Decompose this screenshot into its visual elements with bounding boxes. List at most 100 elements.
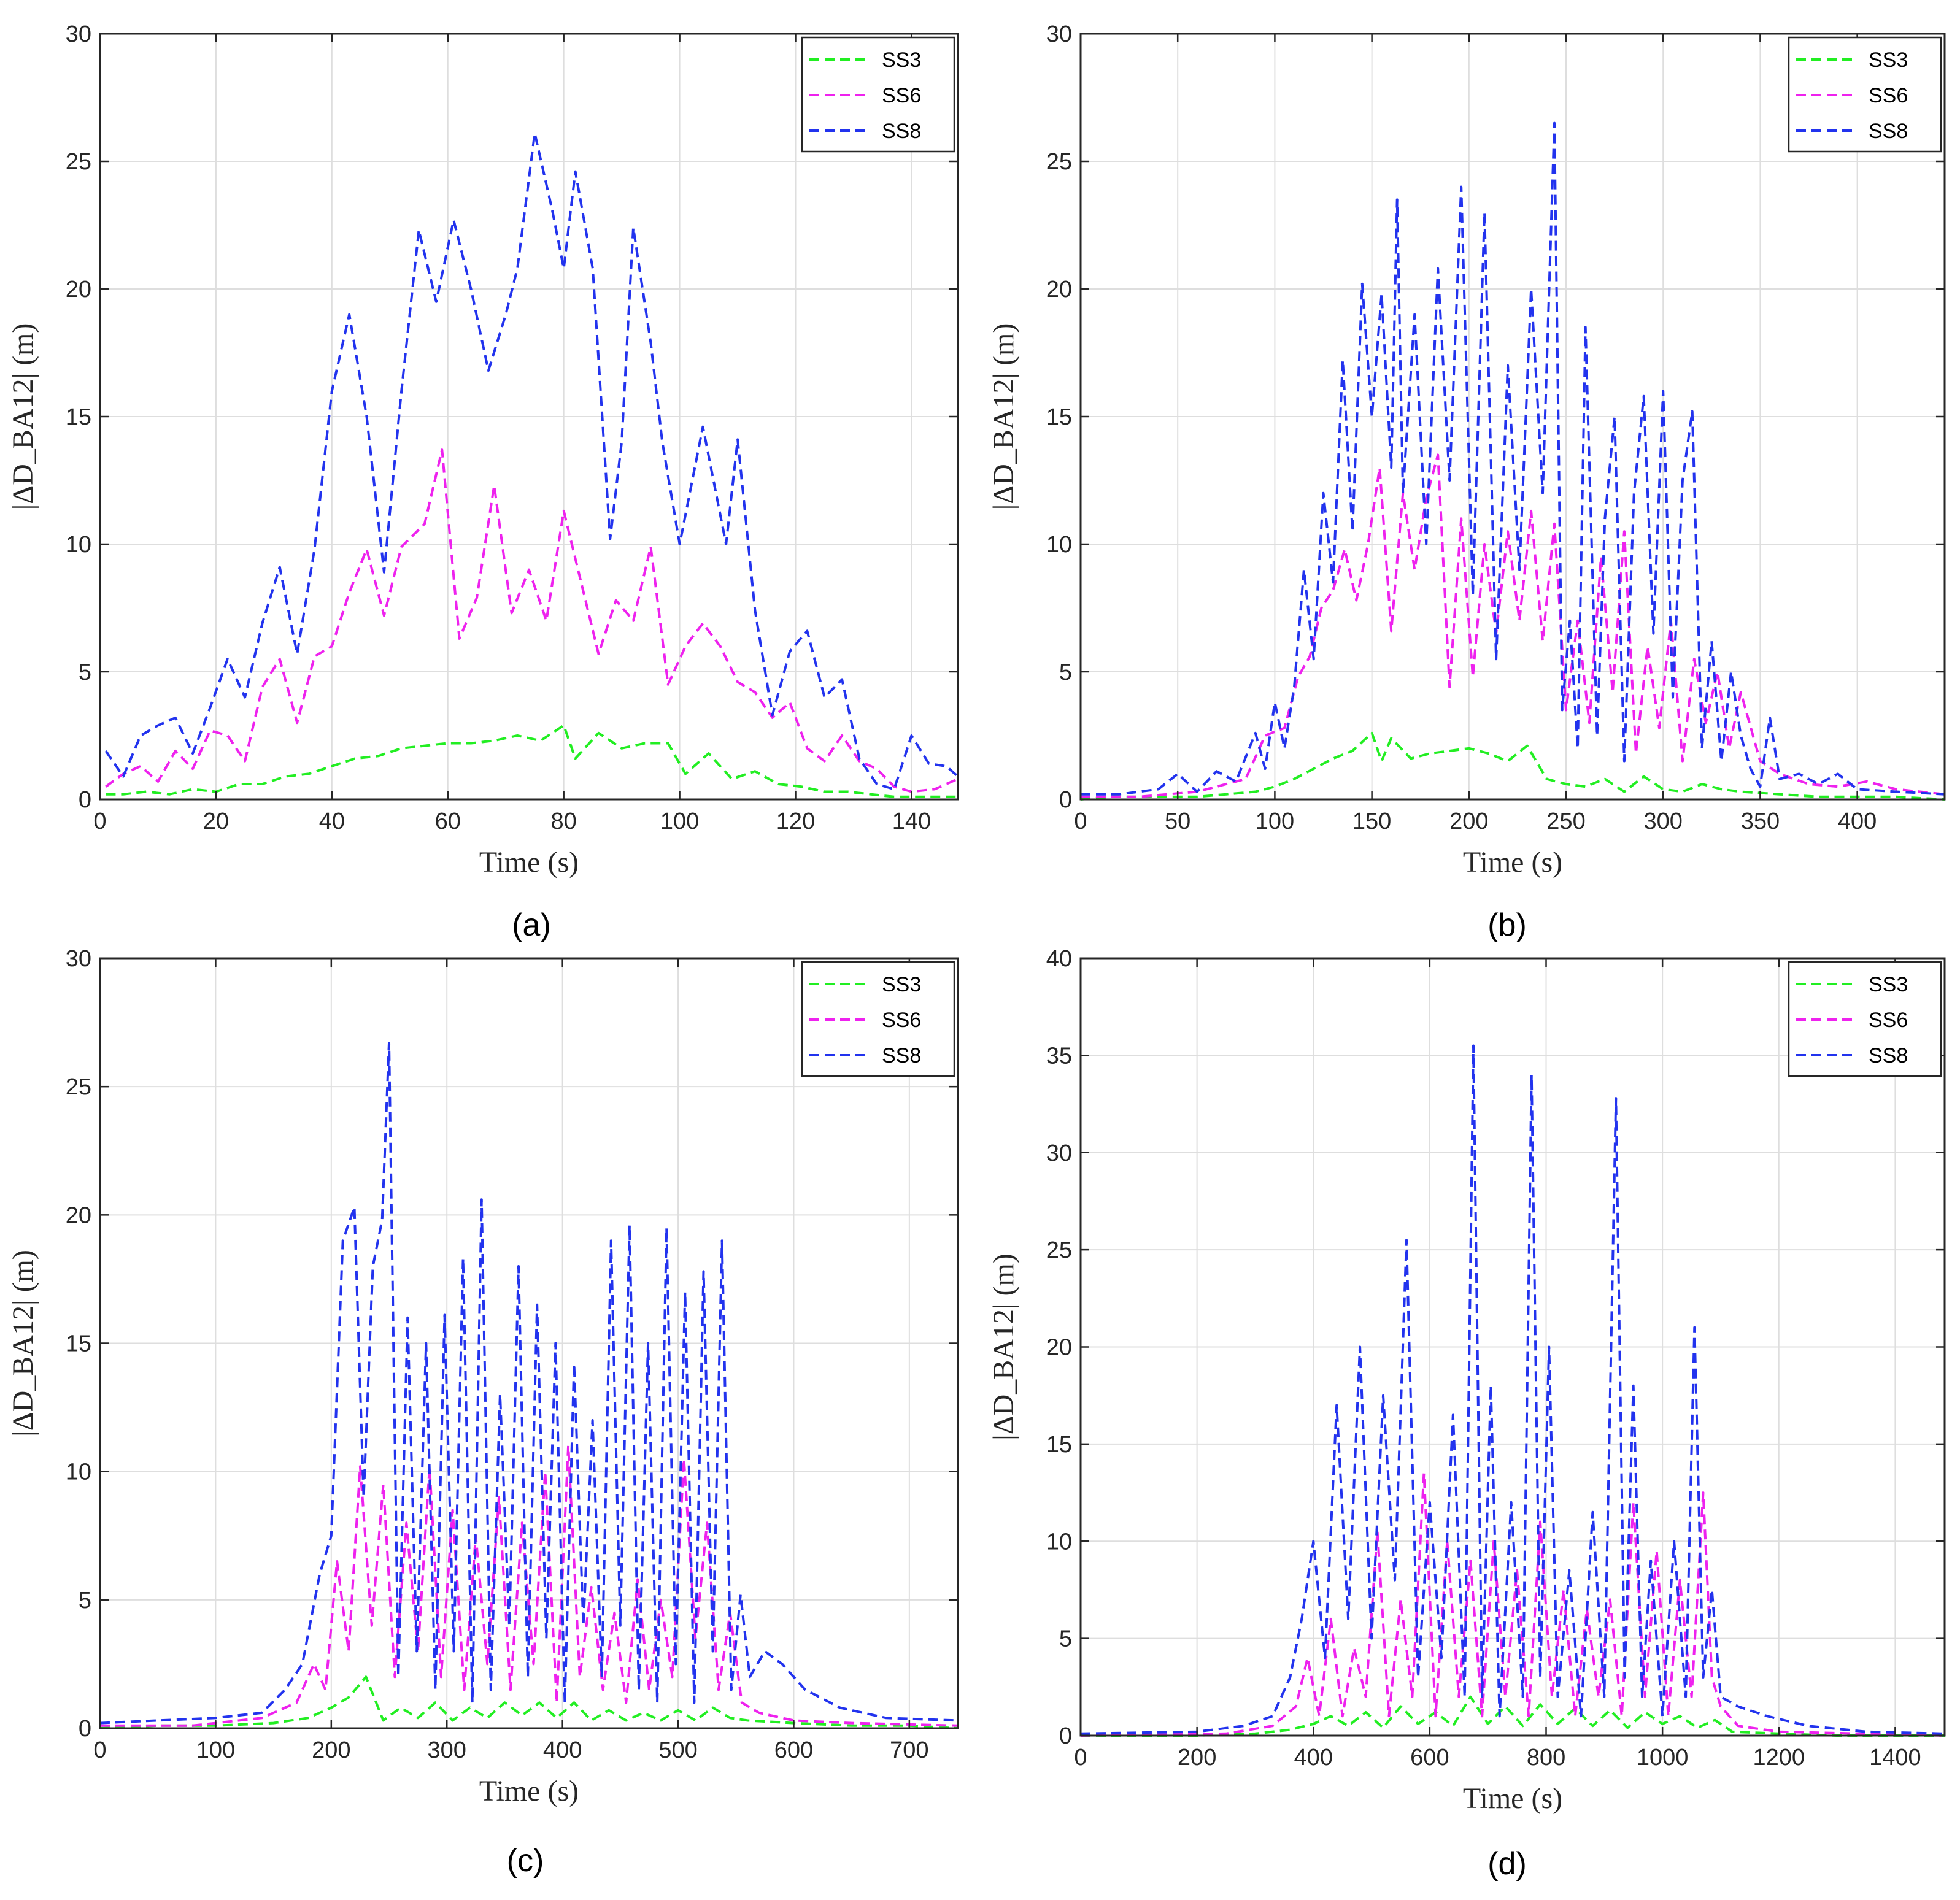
- chart-panel-a: 0 20 40 60 80 100 120 140 0 5 10 15 20 25 30 Time (s) |Δ…: [7, 21, 959, 943]
- y-tick-label: 35: [1046, 1043, 1072, 1069]
- series-line-ss3: [1080, 731, 1945, 801]
- x-tick-label: 400: [1838, 809, 1877, 834]
- y-tick-label: 20: [1046, 1335, 1072, 1361]
- series-line-ss6: [100, 1444, 959, 1727]
- y-tick-label: 30: [1046, 21, 1072, 47]
- x-tick-label: 200: [312, 1737, 350, 1763]
- x-tick-label: 100: [1256, 809, 1294, 834]
- series-line-ss8: [104, 132, 959, 791]
- panel-label: (c): [507, 1843, 544, 1879]
- y-tick-label: 25: [1046, 1237, 1072, 1263]
- legend-label-ss3: SS3: [882, 973, 921, 996]
- series-line-ss3: [106, 724, 958, 798]
- chart-panel-c: 0 100 200 300 400 500 600 700 0 5 10 15 20 25 30 Time (…: [7, 946, 959, 1879]
- series-line-ss6: [1081, 453, 1945, 798]
- legend-label-ss8: SS8: [882, 120, 921, 143]
- y-tick-label: 10: [66, 1460, 91, 1485]
- x-tick-label: 1400: [1869, 1745, 1921, 1771]
- panel-label: (b): [1487, 907, 1527, 943]
- x-axis-label: Time (s): [479, 846, 579, 879]
- y-tick-label: 25: [66, 149, 91, 175]
- x-tick-label: 700: [890, 1737, 928, 1763]
- x-tick-label: 100: [196, 1737, 235, 1763]
- y-tick-label: 25: [66, 1074, 91, 1100]
- y-tick-label: 20: [66, 1202, 91, 1228]
- y-tick-label: 40: [1046, 946, 1072, 972]
- legend-label-ss8: SS8: [1869, 120, 1908, 143]
- x-tick-label: 400: [543, 1737, 582, 1763]
- y-tick-label: 0: [1059, 1723, 1072, 1749]
- series-line-ss8: [1080, 1044, 1945, 1735]
- x-tick-label: 120: [776, 809, 815, 834]
- legend-label-ss3: SS3: [1869, 973, 1908, 996]
- y-tick-label: 0: [1059, 787, 1072, 813]
- y-tick-label: 25: [1046, 149, 1072, 175]
- y-tick-label: 15: [66, 404, 91, 430]
- x-tick-label: 600: [1410, 1745, 1449, 1771]
- series-line-ss3: [99, 1675, 959, 1729]
- legend-label-ss6: SS6: [882, 84, 921, 107]
- x-tick-label: 1200: [1753, 1745, 1805, 1771]
- series-line-ss8: [99, 1042, 959, 1725]
- x-tick-label: 800: [1527, 1745, 1565, 1771]
- x-tick-label: 150: [1352, 809, 1391, 834]
- x-tick-label: 50: [1165, 809, 1190, 834]
- y-tick-label: 15: [66, 1331, 91, 1357]
- legend-label-ss6: SS6: [1869, 1009, 1908, 1032]
- x-tick-label: 250: [1546, 809, 1585, 834]
- legend-label-ss3: SS3: [1869, 48, 1908, 72]
- x-axis-label: Time (s): [1463, 846, 1562, 879]
- series-line-ss6: [105, 448, 959, 793]
- y-axis-label: |ΔD_BA12| (m): [7, 323, 39, 510]
- y-tick-label: 10: [66, 532, 91, 558]
- y-tick-label: 30: [66, 21, 91, 47]
- x-tick-label: 100: [660, 809, 699, 834]
- y-tick-label: 20: [1046, 277, 1072, 302]
- x-axis-label: Time (s): [1463, 1782, 1562, 1815]
- x-tick-label: 600: [774, 1737, 813, 1763]
- legend-label-ss8: SS8: [882, 1044, 921, 1067]
- y-tick-label: 10: [1046, 532, 1072, 558]
- y-tick-label: 0: [79, 787, 91, 813]
- chart-panel-d: 0 200 400 600 800 1000 1200 1400 0 5 10 15 20 25 30 35 4…: [987, 946, 1946, 1882]
- y-tick-label: 15: [1046, 404, 1072, 430]
- legend-label-ss3: SS3: [882, 48, 921, 72]
- panel-label: (d): [1487, 1846, 1527, 1882]
- legend-label-ss6: SS6: [1869, 84, 1908, 107]
- x-tick-label: 400: [1294, 1745, 1333, 1771]
- x-tick-label: 1000: [1637, 1745, 1689, 1771]
- x-tick-label: 0: [93, 1737, 106, 1763]
- legend: SS3 SS6 SS8: [801, 36, 955, 153]
- x-tick-label: 350: [1741, 809, 1780, 834]
- y-tick-label: 0: [79, 1716, 91, 1742]
- y-tick-label: 5: [79, 1588, 91, 1613]
- chart-panel-b: 0 50 100 150 200 250 300 350 400 0 5 10 15 20 25 30 Time…: [987, 21, 1946, 943]
- x-tick-label: 200: [1178, 1745, 1216, 1771]
- y-tick-label: 15: [1046, 1432, 1072, 1458]
- series-line-ss8: [1081, 121, 1945, 796]
- x-tick-label: 0: [1074, 809, 1087, 834]
- x-axis-label: Time (s): [479, 1775, 579, 1807]
- x-tick-label: 140: [892, 809, 931, 834]
- panel-label: (a): [512, 907, 551, 943]
- x-tick-label: 200: [1449, 809, 1488, 834]
- legend: SS3 SS6 SS8: [801, 961, 955, 1077]
- y-tick-label: 5: [79, 660, 91, 685]
- y-axis-label: |ΔD_BA12| (m): [987, 323, 1020, 510]
- x-tick-label: 300: [1644, 809, 1683, 834]
- y-axis-label: |ΔD_BA12| (m): [987, 1253, 1020, 1440]
- y-axis-label: |ΔD_BA12| (m): [7, 1250, 39, 1437]
- y-tick-label: 5: [1059, 660, 1072, 685]
- x-tick-label: 500: [658, 1737, 697, 1763]
- x-tick-label: 60: [435, 809, 461, 834]
- x-tick-label: 80: [551, 809, 577, 834]
- x-tick-label: 40: [319, 809, 345, 834]
- y-tick-label: 30: [66, 946, 91, 972]
- y-tick-label: 30: [1046, 1140, 1072, 1166]
- x-tick-label: 20: [203, 809, 229, 834]
- x-tick-label: 300: [428, 1737, 466, 1763]
- x-tick-label: 0: [93, 809, 106, 834]
- legend: SS3 SS6 SS8: [1788, 961, 1942, 1077]
- legend: SS3 SS6 SS8: [1788, 36, 1942, 153]
